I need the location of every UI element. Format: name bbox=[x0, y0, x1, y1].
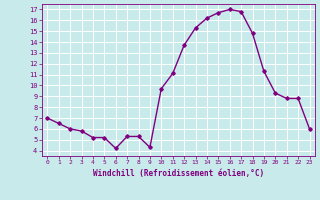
X-axis label: Windchill (Refroidissement éolien,°C): Windchill (Refroidissement éolien,°C) bbox=[93, 169, 264, 178]
